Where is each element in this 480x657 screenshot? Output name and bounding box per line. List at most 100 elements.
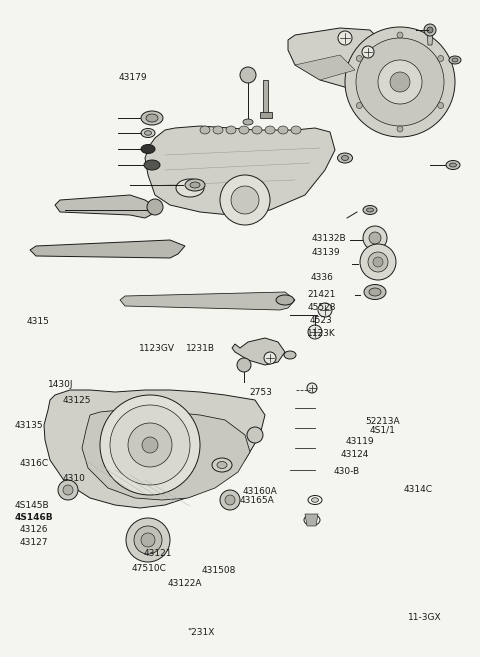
Circle shape — [438, 55, 444, 62]
Ellipse shape — [200, 126, 210, 134]
Ellipse shape — [363, 206, 377, 214]
Text: 43122A: 43122A — [168, 579, 203, 588]
Circle shape — [134, 526, 162, 554]
Ellipse shape — [144, 131, 152, 135]
Text: 21421: 21421 — [307, 290, 336, 299]
Text: 43119: 43119 — [346, 437, 374, 446]
Text: 43160A: 43160A — [242, 487, 277, 496]
Text: 1430J: 1430J — [48, 380, 73, 389]
Text: 4315: 4315 — [26, 317, 49, 327]
Text: 431508: 431508 — [202, 566, 236, 575]
Ellipse shape — [265, 126, 275, 134]
Circle shape — [308, 325, 322, 339]
Ellipse shape — [278, 126, 288, 134]
Circle shape — [318, 303, 332, 317]
Ellipse shape — [452, 58, 458, 62]
Ellipse shape — [369, 288, 381, 296]
Text: 430-B: 430-B — [334, 467, 360, 476]
Polygon shape — [120, 292, 295, 310]
Polygon shape — [260, 112, 272, 118]
Ellipse shape — [141, 111, 163, 125]
Text: 43132B: 43132B — [312, 234, 347, 243]
Circle shape — [307, 383, 317, 393]
Text: 4S145B: 4S145B — [14, 501, 49, 510]
Text: 4523: 4523 — [310, 316, 332, 325]
Text: 43121: 43121 — [144, 549, 172, 558]
Ellipse shape — [449, 163, 456, 167]
Ellipse shape — [213, 126, 223, 134]
Polygon shape — [44, 390, 265, 508]
Ellipse shape — [341, 156, 348, 160]
Circle shape — [220, 175, 270, 225]
Polygon shape — [295, 55, 355, 80]
Circle shape — [345, 27, 455, 137]
Circle shape — [363, 226, 387, 250]
Circle shape — [427, 27, 433, 33]
Circle shape — [58, 480, 78, 500]
Circle shape — [397, 32, 403, 38]
Ellipse shape — [185, 179, 205, 191]
Text: 52213A: 52213A — [365, 417, 399, 426]
Text: 47510C: 47510C — [132, 564, 167, 573]
Ellipse shape — [141, 129, 155, 137]
Circle shape — [338, 31, 352, 45]
Ellipse shape — [146, 114, 158, 122]
Text: 4310: 4310 — [62, 474, 85, 483]
Ellipse shape — [144, 160, 160, 170]
Polygon shape — [305, 514, 318, 526]
Text: 1231B: 1231B — [186, 344, 215, 353]
Circle shape — [424, 24, 436, 36]
Ellipse shape — [276, 295, 294, 305]
Polygon shape — [427, 30, 433, 45]
Ellipse shape — [243, 119, 253, 125]
Text: 43126: 43126 — [19, 525, 48, 534]
Text: 4S1/1: 4S1/1 — [370, 426, 396, 435]
Polygon shape — [145, 126, 335, 215]
Ellipse shape — [367, 208, 373, 212]
Circle shape — [378, 60, 422, 104]
Polygon shape — [55, 195, 160, 218]
Ellipse shape — [252, 126, 262, 134]
Circle shape — [128, 423, 172, 467]
Circle shape — [362, 46, 374, 58]
Circle shape — [142, 437, 158, 453]
Circle shape — [438, 102, 444, 108]
Circle shape — [100, 395, 200, 495]
Circle shape — [369, 232, 381, 244]
Ellipse shape — [190, 182, 200, 188]
Text: 43135: 43135 — [14, 421, 43, 430]
Text: 45528: 45528 — [307, 303, 336, 312]
Polygon shape — [232, 338, 285, 365]
Ellipse shape — [312, 498, 319, 502]
Circle shape — [147, 199, 163, 215]
Text: 1123K: 1123K — [307, 329, 336, 338]
Text: 43179: 43179 — [119, 73, 148, 82]
Ellipse shape — [226, 126, 236, 134]
Circle shape — [356, 102, 362, 108]
Circle shape — [126, 518, 170, 562]
Ellipse shape — [291, 126, 301, 134]
Ellipse shape — [284, 351, 296, 359]
Circle shape — [368, 252, 388, 272]
Ellipse shape — [337, 153, 352, 163]
Ellipse shape — [212, 458, 232, 472]
Circle shape — [356, 55, 362, 62]
Text: 4S146B: 4S146B — [14, 512, 53, 522]
Polygon shape — [288, 28, 385, 90]
Circle shape — [237, 358, 251, 372]
Circle shape — [356, 38, 444, 126]
Ellipse shape — [176, 179, 204, 197]
Circle shape — [240, 67, 256, 83]
Circle shape — [390, 72, 410, 92]
Text: 1123GV: 1123GV — [139, 344, 175, 353]
Circle shape — [247, 427, 263, 443]
Text: 43125: 43125 — [62, 396, 91, 405]
Text: 2753: 2753 — [250, 388, 273, 397]
Text: "231X: "231X — [187, 627, 215, 637]
Ellipse shape — [141, 145, 155, 154]
Text: 4314C: 4314C — [403, 485, 432, 494]
Polygon shape — [30, 240, 185, 258]
Text: 43139: 43139 — [312, 248, 341, 258]
Ellipse shape — [217, 461, 227, 468]
Text: 43127: 43127 — [19, 537, 48, 547]
